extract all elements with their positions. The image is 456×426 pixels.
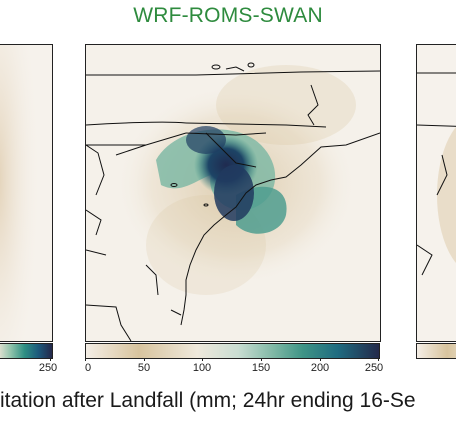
colorbar-left [0, 343, 53, 359]
colorbar-tick-label: 0 [84, 362, 92, 374]
colorbar-tick-label: 150 [251, 362, 271, 374]
colorbar-tick [202, 358, 203, 361]
colorbar-center [85, 343, 380, 359]
colorbar-left-tick-label: 250 [38, 362, 58, 374]
colorbar-left-tick [50, 358, 51, 361]
colorbar-tick-label: 50 [137, 362, 151, 374]
colorbar-tick-label: 250 [364, 362, 384, 374]
map-panel-center [85, 44, 381, 342]
colorbar-tick [320, 358, 321, 361]
colorbar-tick-label: 100 [192, 362, 212, 374]
colorbar-tick [261, 358, 262, 361]
map-panel-left [0, 44, 53, 342]
figure-caption: itation after Landfall (mm; 24hr ending … [0, 389, 416, 412]
colorbar-tick-label: 200 [310, 362, 330, 374]
colorbar-tick [85, 358, 86, 361]
colorbar-tick [144, 358, 145, 361]
figure-title: WRF-ROMS-SWAN [133, 4, 323, 27]
colorbar-right [416, 343, 456, 359]
precipitation-map [86, 45, 380, 341]
colorbar-tick [378, 358, 379, 361]
map-panel-right [416, 44, 456, 342]
